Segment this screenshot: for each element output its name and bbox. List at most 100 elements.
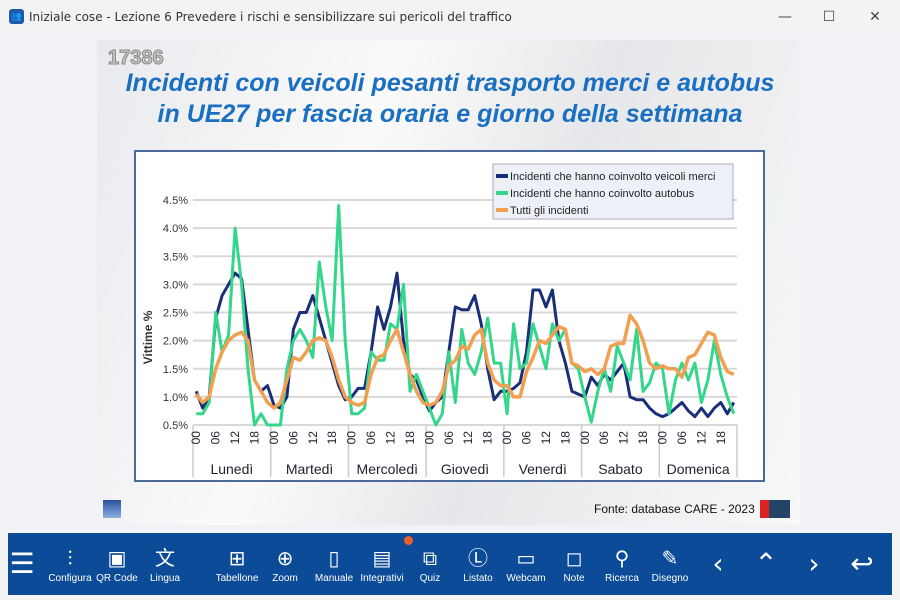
zoom-label: Zoom [272,573,298,584]
configura-button[interactable]: ⫶Configura [45,533,95,595]
ricerca-button[interactable]: ⚲Ricerca [597,533,647,595]
y-tick-label: 2.0% [163,336,188,348]
quiz-icon: ⧉ [423,544,437,572]
y-tick-label: 4.0% [163,223,188,235]
manuale-button[interactable]: ▯Manuale [309,533,359,595]
hour-tick-label: 00 [267,431,281,445]
hour-tick-label: 00 [578,431,592,445]
qrcode-label: QR Code [96,573,138,584]
window-title: Iniziale cose - Lezione 6 Prevedere i ri… [29,10,512,24]
lingua-button[interactable]: 文Lingua [140,533,190,595]
tabellone-button[interactable]: ⊞Tabellone [212,533,262,595]
y-tick-label: 3.0% [163,279,188,291]
prev-icon: ‹ [712,550,723,578]
back-button[interactable]: ↩ [837,533,887,595]
lingua-icon: 文 [155,544,175,572]
bottom-toolbar: ☰⫶Configura▣QR Code文Lingua⊞Tabellone⊕Zoo… [8,533,892,595]
minimize-button[interactable]: — [762,0,808,33]
y-tick-label: 2.5% [163,308,188,320]
y-tick-label: 4.5% [163,195,188,207]
hour-tick-label: 18 [403,431,417,445]
hour-tick-label: 06 [520,431,534,445]
ricerca-icon: ⚲ [615,544,630,572]
qrcode-icon: ▣ [108,544,127,572]
note-icon: ◻ [566,544,583,572]
listato-icon: Ⓛ [468,544,488,572]
slide-number: 17386 [108,47,164,70]
day-label: Giovedì [441,461,489,477]
hour-tick-label: 06 [675,431,689,445]
slide-title: Incidenti con veicoli pesanti trasporto … [100,68,800,130]
y-tick-label: 1.0% [163,392,188,404]
zoom-button[interactable]: ⊕Zoom [260,533,310,595]
hour-tick-label: 18 [636,431,650,445]
y-tick-label: 3.5% [163,251,188,263]
back-icon: ↩ [850,550,873,578]
manuale-icon: ▯ [328,544,339,572]
webcam-label: Webcam [506,573,545,584]
hour-tick-label: 18 [481,431,495,445]
hour-tick-label: 00 [656,431,670,445]
hour-tick-label: 12 [694,431,708,445]
line-chart: 0.5%1.0%1.5%2.0%2.5%3.0%3.5%4.0%4.5%Vitt… [136,152,763,480]
disegno-button[interactable]: ✎Disegno [645,533,695,595]
chart-source: Fonte: database CARE - 2023 [594,502,755,516]
hour-tick-label: 18 [248,431,262,445]
hour-tick-label: 00 [500,431,514,445]
day-label: Mercoledì [357,461,418,477]
hour-tick-label: 06 [364,431,378,445]
hour-tick-label: 18 [714,431,728,445]
lingua-label: Lingua [150,573,180,584]
hour-tick-label: 06 [442,431,456,445]
publisher-logo [103,500,121,518]
disegno-icon: ✎ [662,544,679,572]
day-label: Domenica [667,461,730,477]
hour-tick-label: 06 [286,431,300,445]
integrativi-button[interactable]: ▤Integrativi [357,533,407,595]
series-line-2 [196,206,734,425]
hour-tick-label: 00 [345,431,359,445]
webcam-icon: ▭ [517,544,536,572]
configura-label: Configura [48,573,91,584]
slide-title-line2: in UE27 per fascia oraria e giorno della… [100,99,800,130]
configura-icon: ⫶ [68,544,73,572]
listato-label: Listato [463,573,492,584]
notification-badge [404,536,413,545]
disegno-label: Disegno [652,573,689,584]
hour-tick-label: 18 [325,431,339,445]
hour-tick-label: 12 [461,431,475,445]
series-line-3 [196,315,734,408]
hour-tick-label: 00 [422,431,436,445]
hour-tick-label: 12 [617,431,631,445]
menu-button[interactable]: ☰ [0,533,47,595]
manuale-label: Manuale [315,573,353,584]
prev-button[interactable]: ‹ [693,533,743,595]
hour-tick-label: 00 [189,431,203,445]
legend-label: Incidenti che hanno coinvolto veicoli me… [510,171,715,183]
y-tick-label: 1.5% [163,364,188,376]
next-icon: › [808,550,819,578]
hour-tick-label: 12 [539,431,553,445]
hour-tick-label: 12 [306,431,320,445]
legend-label: Incidenti che hanno coinvolto autobus [510,188,695,200]
note-button[interactable]: ◻Note [549,533,599,595]
title-bar: 👥 Iniziale cose - Lezione 6 Prevedere i … [0,0,900,33]
listato-button[interactable]: ⓁListato [453,533,503,595]
menu-icon: ☰ [9,550,34,578]
qrcode-button[interactable]: ▣QR Code [92,533,142,595]
day-label: Sabato [598,461,643,477]
slide-title-line1: Incidenti con veicoli pesanti trasporto … [100,68,800,99]
webcam-button[interactable]: ▭Webcam [501,533,551,595]
next-button[interactable]: › [789,533,839,595]
day-label: Venerdì [519,461,567,477]
hour-tick-label: 06 [597,431,611,445]
hour-tick-label: 06 [209,431,223,445]
y-axis-label: Vittime % [141,310,155,364]
close-button[interactable]: ✕ [852,0,898,33]
updown-button[interactable]: ⌃ [741,533,791,595]
maximize-button[interactable]: ☐ [806,0,852,33]
day-label: Martedì [286,461,333,477]
etsc-logo [760,500,790,518]
integrativi-icon: ▤ [373,544,392,572]
day-label: Lunedì [210,461,253,477]
